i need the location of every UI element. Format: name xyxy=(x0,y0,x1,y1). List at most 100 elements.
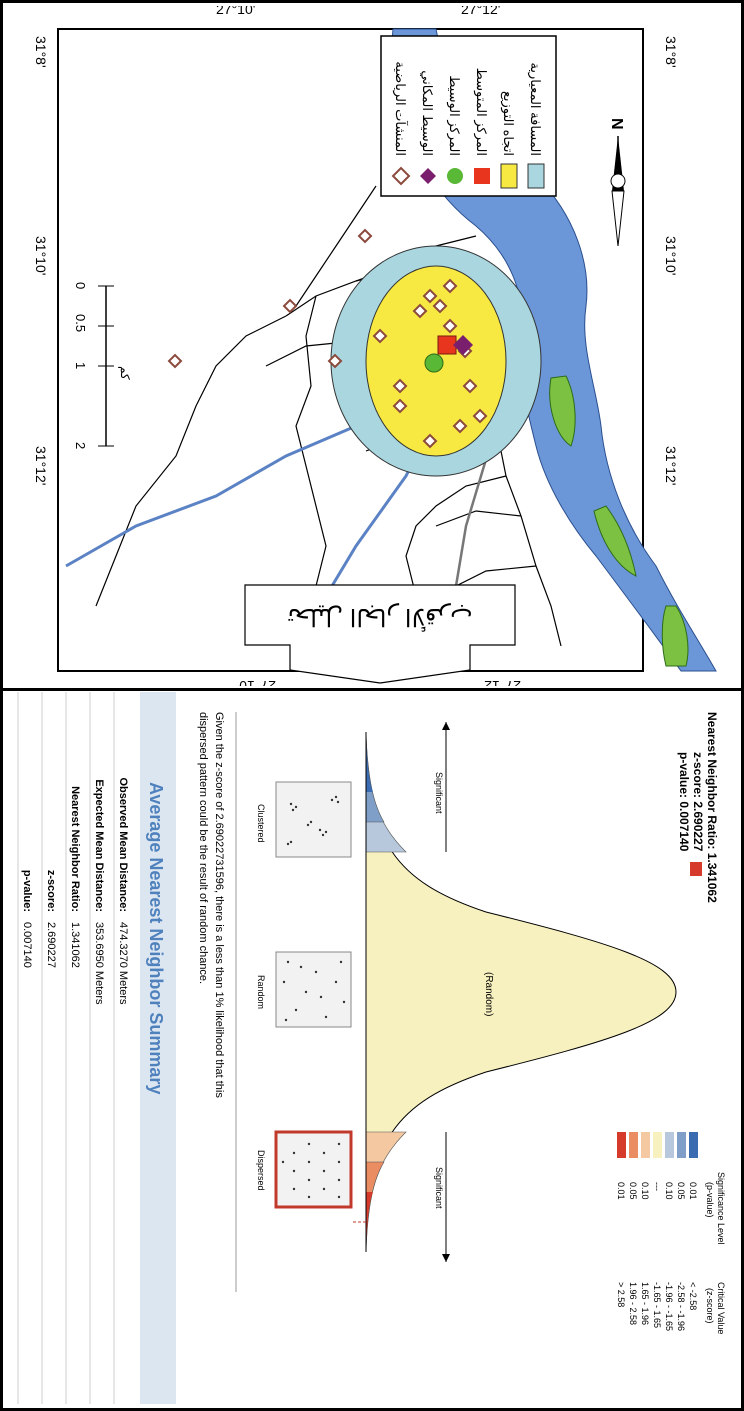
curve-label-left: Significant xyxy=(434,772,444,814)
island xyxy=(549,375,576,447)
sig-row: --- -1.65 - 1.65 xyxy=(652,1132,662,1328)
legend-item: المنشآت الرياضية xyxy=(391,61,411,186)
result-swatch xyxy=(690,862,702,876)
island xyxy=(661,605,689,667)
scale-tick-0: 0 xyxy=(73,282,88,289)
facility-marker xyxy=(167,353,183,369)
lon-label-top-1: 31°10' xyxy=(663,236,679,275)
stats-svg: Nearest Neighbor Ratio: 1.341062 z-score… xyxy=(8,692,736,1404)
sig-swatch xyxy=(689,1132,698,1158)
sig-p: 0.05 xyxy=(676,1182,686,1200)
diamond-icon xyxy=(420,168,436,184)
rect-icon xyxy=(527,163,545,189)
stats-panel: Nearest Neighbor Ratio: 1.341062 z-score… xyxy=(8,692,736,1404)
legend-item: الوسيط المكاني xyxy=(419,70,436,184)
crit-header-1: (z-score) xyxy=(705,1288,715,1324)
sig-z: < -2.58 xyxy=(688,1282,698,1310)
island xyxy=(593,505,637,577)
summary-value: 353.6950 Meters xyxy=(93,922,105,1005)
summary-row: Expected Mean Distance: 353.6950 Meters xyxy=(89,692,105,1404)
legend-label: اتجاه التوزيع xyxy=(500,91,516,156)
legend-item: المركز الوسيط xyxy=(446,75,463,184)
legend-label: المركز الوسيط xyxy=(446,75,462,156)
square-icon xyxy=(474,168,490,184)
sig-z: 1.96 - 2.58 xyxy=(628,1282,638,1325)
diamond-outline-icon xyxy=(391,166,411,186)
facility-marker xyxy=(412,303,428,319)
scale-tick-1: 0.5 xyxy=(73,314,88,332)
facility-marker xyxy=(462,378,478,394)
pattern-label-clustered: Clustered xyxy=(256,804,266,843)
sig-p: 0.01 xyxy=(688,1182,698,1200)
pattern-clustered xyxy=(275,781,352,858)
sig-p: 0.10 xyxy=(664,1182,674,1200)
sig-z: > 2.58 xyxy=(616,1282,626,1307)
facility-marker xyxy=(422,288,438,304)
significance-table: 0.01 < -2.58 0.05 -2.58 - -1.96 0.10 -1.96 - … xyxy=(616,1132,698,1331)
sig-header-1: (p-value) xyxy=(705,1182,715,1218)
sig-p: --- xyxy=(652,1182,662,1191)
circle-icon xyxy=(447,168,463,184)
facility-marker xyxy=(392,378,408,394)
lon-label-bottom-1: 31°10' xyxy=(33,236,49,275)
pvalue-text: p-value: 0.007140 xyxy=(677,752,691,852)
summary-label: Observed Mean Distance: xyxy=(117,778,129,913)
facility-marker xyxy=(452,418,468,434)
zscore-text: z-score: 2.690227 xyxy=(691,752,705,852)
facility-marker xyxy=(472,408,488,424)
curve-label-right: Significant xyxy=(434,1167,444,1209)
scale-bar: 0 0.5 1 2 كم xyxy=(73,282,132,449)
legend-item: المركز المتوسط xyxy=(473,68,490,184)
map-panel: 31°8' 31°10' 31°12' 31°8' 31°10' 31°12' … xyxy=(8,1,736,694)
legend-item: المسافة المعيارية xyxy=(527,62,545,189)
scale-unit: كم xyxy=(118,366,132,380)
summary-value: 0.007140 xyxy=(21,922,33,968)
arrow-label: تحليل الجار الأقرب xyxy=(288,603,473,633)
facility-marker xyxy=(432,298,448,314)
sig-p: 0.10 xyxy=(640,1182,650,1200)
crit-header-0: Critical Value xyxy=(716,1282,726,1334)
facility-marker xyxy=(442,318,458,334)
spatial-median xyxy=(453,335,473,355)
facility-marker xyxy=(392,398,408,414)
legend-item: اتجاه التوزيع xyxy=(500,91,518,189)
lon-label-top-2: 31°12' xyxy=(663,446,679,485)
summary-title: Average Nearest Neighbor Summary xyxy=(146,782,166,1094)
summary-value: 2.690227 xyxy=(45,922,57,968)
legend-label: الوسيط المكاني xyxy=(419,70,435,156)
summary-label: Expected Mean Distance: xyxy=(93,779,105,912)
sig-row: 0.10 1.65 - 1.96 xyxy=(640,1132,650,1325)
summary-table: Observed Mean Distance: 474.3270 Meters Ex… xyxy=(17,692,129,1404)
sig-row: 0.05 1.96 - 2.58 xyxy=(628,1132,638,1325)
pattern-dispersed xyxy=(274,1130,353,1209)
scale-tick-3: 2 xyxy=(73,442,88,449)
sig-z: 1.65 - 1.96 xyxy=(640,1282,650,1325)
sig-swatch xyxy=(641,1132,650,1158)
sig-p: 0.01 xyxy=(616,1182,626,1200)
sig-p: 0.05 xyxy=(628,1182,638,1200)
summary-row: Observed Mean Distance: 474.3270 Meters xyxy=(113,692,129,1404)
arrow-shape: تحليل الجار الأقرب xyxy=(244,584,516,684)
panel-divider xyxy=(0,688,744,691)
summary-row: p-value: 0.007140 xyxy=(17,692,33,1404)
sig-z: -1.96 - -1.65 xyxy=(664,1282,674,1331)
north-arrow-icon: N xyxy=(608,118,626,247)
sig-z: -2.58 - -1.96 xyxy=(676,1282,686,1331)
facility-marker xyxy=(372,328,388,344)
facility-marker xyxy=(282,298,298,314)
sig-row: 0.10 -1.96 - -1.65 xyxy=(664,1132,674,1331)
summary-value: 1.341062 xyxy=(69,922,81,968)
summary-label: z-score: xyxy=(45,870,57,912)
scale-tick-2: 1 xyxy=(73,362,88,369)
legend: المسافة المعيارية اتجاه التوزيع المركز الم… xyxy=(380,35,557,197)
pattern-random xyxy=(275,951,352,1028)
lon-label-bottom-2: 31°12' xyxy=(33,446,49,485)
lon-label-bottom-0: 31°8' xyxy=(33,36,49,68)
summary-label: p-value: xyxy=(21,870,33,912)
facility-marker xyxy=(357,228,373,244)
sig-z: -1.65 - 1.65 xyxy=(652,1282,662,1328)
sig-header-0: Significance Level xyxy=(716,1172,726,1245)
facility-marker xyxy=(327,353,343,369)
lon-label-top-0: 31°8' xyxy=(663,36,679,68)
